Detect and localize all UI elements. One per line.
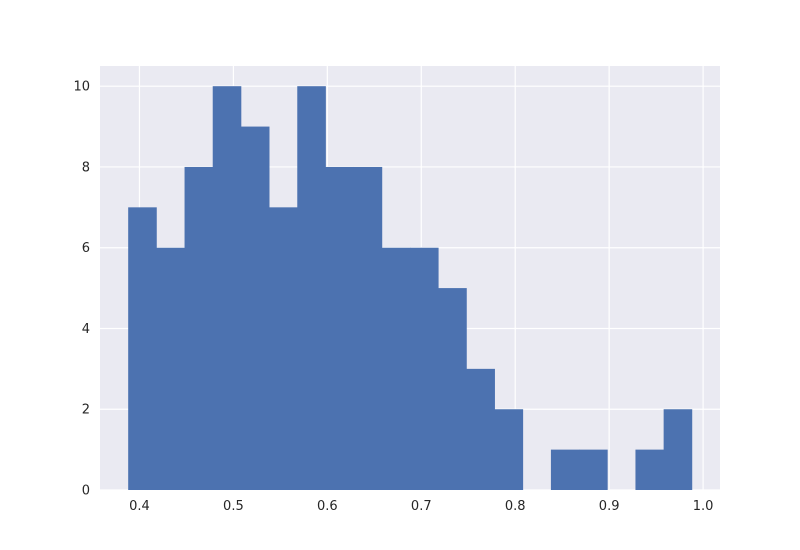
histogram-bar-9 bbox=[381, 247, 411, 490]
histogram-bar-4 bbox=[240, 126, 270, 491]
y-tick-label: 6 bbox=[82, 241, 90, 256]
y-tick-label: 10 bbox=[73, 80, 90, 95]
histogram-bar-6 bbox=[297, 86, 326, 490]
y-tick-label: 0 bbox=[82, 484, 90, 499]
histogram-bar-3 bbox=[212, 86, 242, 490]
y-tick-label: 8 bbox=[82, 160, 90, 175]
histogram-bar-13 bbox=[494, 409, 524, 490]
histogram-bar-15 bbox=[550, 449, 580, 490]
x-tick-label: 0.6 bbox=[317, 499, 338, 514]
histogram-bar-12 bbox=[466, 368, 495, 490]
x-tick-label: 0.5 bbox=[223, 499, 244, 514]
histogram-bar-5 bbox=[269, 207, 298, 491]
x-tick-label: 0.4 bbox=[129, 499, 150, 514]
x-tick-label: 0.9 bbox=[599, 499, 620, 514]
x-tick-labels: 0.4 0.5 0.6 0.7 0.8 0.9 1.0 bbox=[129, 499, 713, 514]
histogram-bar-10 bbox=[410, 247, 439, 490]
histogram-bar-0 bbox=[128, 207, 157, 491]
histogram-bar-18 bbox=[635, 449, 665, 490]
histogram-bar-11 bbox=[438, 288, 467, 490]
x-tick-label: 0.7 bbox=[411, 499, 432, 514]
histogram-bar-8 bbox=[353, 166, 383, 490]
x-tick-label: 0.8 bbox=[505, 499, 526, 514]
histogram-bar-2 bbox=[184, 166, 214, 490]
y-tick-label: 4 bbox=[82, 322, 90, 337]
histogram-bar-7 bbox=[325, 166, 355, 490]
histogram-bar-16 bbox=[579, 449, 608, 490]
histogram-bar-19 bbox=[663, 409, 693, 490]
y-tick-label: 2 bbox=[82, 403, 90, 418]
x-tick-label: 1.0 bbox=[693, 499, 714, 514]
histogram-bar-1 bbox=[156, 247, 185, 490]
histogram-bars bbox=[128, 86, 693, 491]
y-tick-labels: 0 2 4 6 8 10 bbox=[73, 80, 90, 499]
